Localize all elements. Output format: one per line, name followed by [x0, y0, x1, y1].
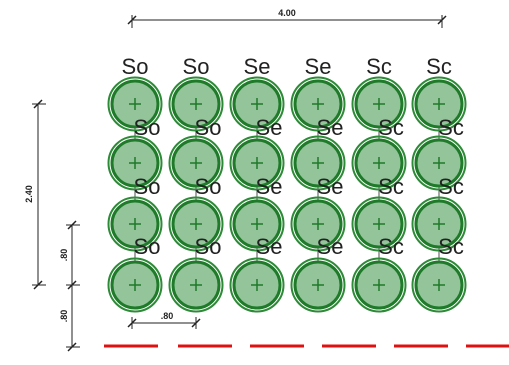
plant-outer-ring: [290, 196, 346, 252]
top-dimension-label: 4.00: [278, 8, 296, 18]
plant-code-label: Se: [317, 234, 344, 259]
plant-code-label: So: [134, 115, 161, 140]
plant-symbol: [168, 76, 224, 132]
plant-symbol: [290, 257, 346, 313]
plant-symbol: [411, 196, 467, 252]
plant-code-label: So: [134, 174, 161, 199]
plant-outer-ring: [107, 76, 163, 132]
plant-code-label: Sc: [378, 115, 404, 140]
plant-grid: [107, 76, 467, 313]
plant-symbol: [229, 135, 285, 191]
bottom-spacing-dimension: .80: [127, 311, 201, 329]
plant-symbol: [411, 76, 467, 132]
plant-code-label: Se: [256, 115, 283, 140]
plant-outer-ring: [290, 257, 346, 313]
left-height-dimension: 2.40: [24, 99, 46, 290]
plant-code-label: So: [183, 54, 210, 79]
plant-outer-ring: [351, 135, 407, 191]
plant-code-label: Sc: [438, 234, 464, 259]
plant-outer-ring: [290, 76, 346, 132]
plant-code-label: Se: [244, 54, 271, 79]
plant-outer-ring: [411, 76, 467, 132]
plant-outer-ring: [351, 196, 407, 252]
plant-outer-ring: [411, 196, 467, 252]
plant-code-label: Sc: [438, 115, 464, 140]
plant-code-label: So: [195, 115, 222, 140]
plant-code-label: Se: [256, 234, 283, 259]
plant-outer-ring: [107, 196, 163, 252]
plant-outer-ring: [168, 196, 224, 252]
plant-symbol: [168, 257, 224, 313]
plant-symbol: [351, 135, 407, 191]
plant-symbol: [107, 135, 163, 191]
plant-outer-ring: [229, 135, 285, 191]
plant-outer-ring: [290, 135, 346, 191]
plant-outer-ring: [229, 76, 285, 132]
plant-outer-ring: [107, 135, 163, 191]
plant-outer-ring: [168, 135, 224, 191]
plant-symbol: [351, 257, 407, 313]
plant-outer-ring: [168, 257, 224, 313]
plant-code-label: Se: [317, 115, 344, 140]
plant-symbol: [351, 196, 407, 252]
plant-symbol: [168, 135, 224, 191]
plant-symbol: [107, 196, 163, 252]
plant-symbol: [229, 196, 285, 252]
plant-symbol: [168, 196, 224, 252]
plant-symbol: [107, 257, 163, 313]
top-dimension: 4.00: [127, 8, 447, 28]
plant-symbol: [411, 257, 467, 313]
plant-symbol: [411, 135, 467, 191]
plant-symbol: [290, 135, 346, 191]
plant-symbol: [107, 76, 163, 132]
left-edge-label: .80: [59, 310, 69, 323]
plant-symbol: [290, 196, 346, 252]
plant-outer-ring: [411, 257, 467, 313]
plant-code-label: Se: [305, 54, 332, 79]
left-height-label: 2.40: [24, 185, 34, 203]
plant-code-label: Sc: [378, 174, 404, 199]
plant-code-label: Sc: [426, 54, 452, 79]
plant-outer-ring: [229, 196, 285, 252]
bottom-spacing-label: .80: [161, 311, 174, 321]
left-spacing-dimension: .80 .80: [59, 220, 80, 352]
plant-outer-ring: [107, 257, 163, 313]
plant-code-label: So: [195, 234, 222, 259]
plant-outer-ring: [351, 76, 407, 132]
plant-code-label: Sc: [438, 174, 464, 199]
plant-outer-ring: [411, 135, 467, 191]
plant-code-label: Sc: [366, 54, 392, 79]
plant-symbol: [229, 76, 285, 132]
plant-code-label: So: [195, 174, 222, 199]
plant-code-label: So: [122, 54, 149, 79]
plant-code-label: Se: [317, 174, 344, 199]
plant-code-label: Sc: [378, 234, 404, 259]
plant-code-label: So: [134, 234, 161, 259]
plant-code-labels: So So Se Se Sc Sc So So Se Se Sc Sc So So Se Se Sc Sc So So…: [122, 54, 464, 259]
plant-outer-ring: [351, 257, 407, 313]
plant-symbol: [351, 76, 407, 132]
plant-symbol: [229, 257, 285, 313]
plant-symbol: [290, 76, 346, 132]
plant-code-label: Se: [256, 174, 283, 199]
vertical-guide-lines: [134, 104, 440, 285]
left-spacing-label: .80: [59, 249, 69, 262]
plant-outer-ring: [229, 257, 285, 313]
plant-outer-ring: [168, 76, 224, 132]
